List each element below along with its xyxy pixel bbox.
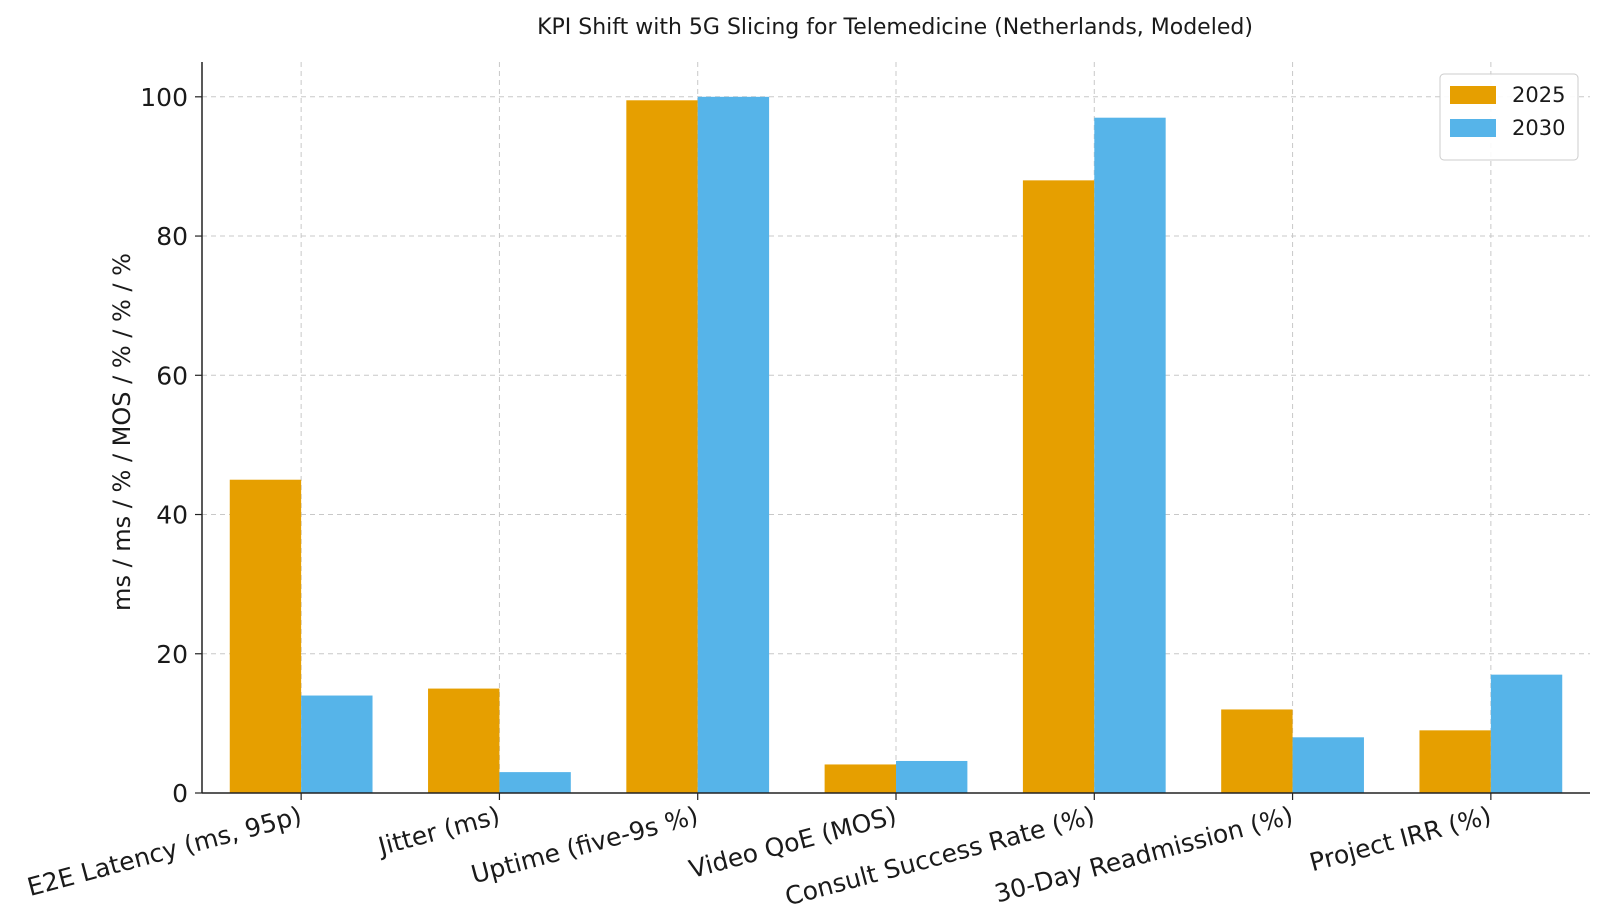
bars	[229, 96, 1563, 794]
bar-2030-7	[1490, 674, 1563, 793]
bar-2030-4	[896, 760, 968, 793]
x-tick-label: E2E Latency (ms, 95p)	[24, 801, 305, 902]
y-axis-label: ms / ms / % / MOS / % / % / %	[108, 253, 136, 611]
y-tick-label: 20	[156, 640, 188, 669]
bar-2025-2	[428, 688, 500, 793]
bar-2025-5	[1022, 180, 1095, 793]
bar-2025-6	[1221, 709, 1293, 793]
legend-label: 2025	[1512, 83, 1565, 107]
legend-label: 2030	[1512, 116, 1565, 140]
bar-2025-4	[824, 764, 896, 793]
y-tick-label: 60	[156, 361, 188, 390]
y-tick-label: 40	[156, 501, 188, 530]
chart-title: KPI Shift with 5G Slicing for Telemedici…	[537, 15, 1253, 40]
y-tick-label: 100	[140, 83, 188, 112]
legend: 2025 2030	[1439, 73, 1579, 161]
x-tick-label: Uptime (five-9s %)	[468, 801, 701, 889]
bar-2030-6	[1292, 737, 1364, 793]
legend-swatch	[1450, 119, 1496, 137]
grid-lines	[202, 62, 1590, 794]
x-tick-label: Jitter (ms)	[373, 801, 503, 862]
bar-2025-1	[229, 479, 302, 793]
legend-swatch	[1450, 86, 1496, 104]
y-tick-label: 0	[172, 779, 188, 808]
x-tick-label: Project IRR (%)	[1306, 801, 1494, 877]
bar-2030-5	[1094, 117, 1166, 793]
y-tick-label: 80	[156, 222, 188, 251]
bar-2030-3	[697, 96, 770, 794]
bar-2025-7	[1419, 730, 1491, 793]
bar-2030-2	[499, 772, 571, 793]
bar-2025-3	[626, 100, 698, 794]
bar-2030-1	[301, 695, 373, 793]
